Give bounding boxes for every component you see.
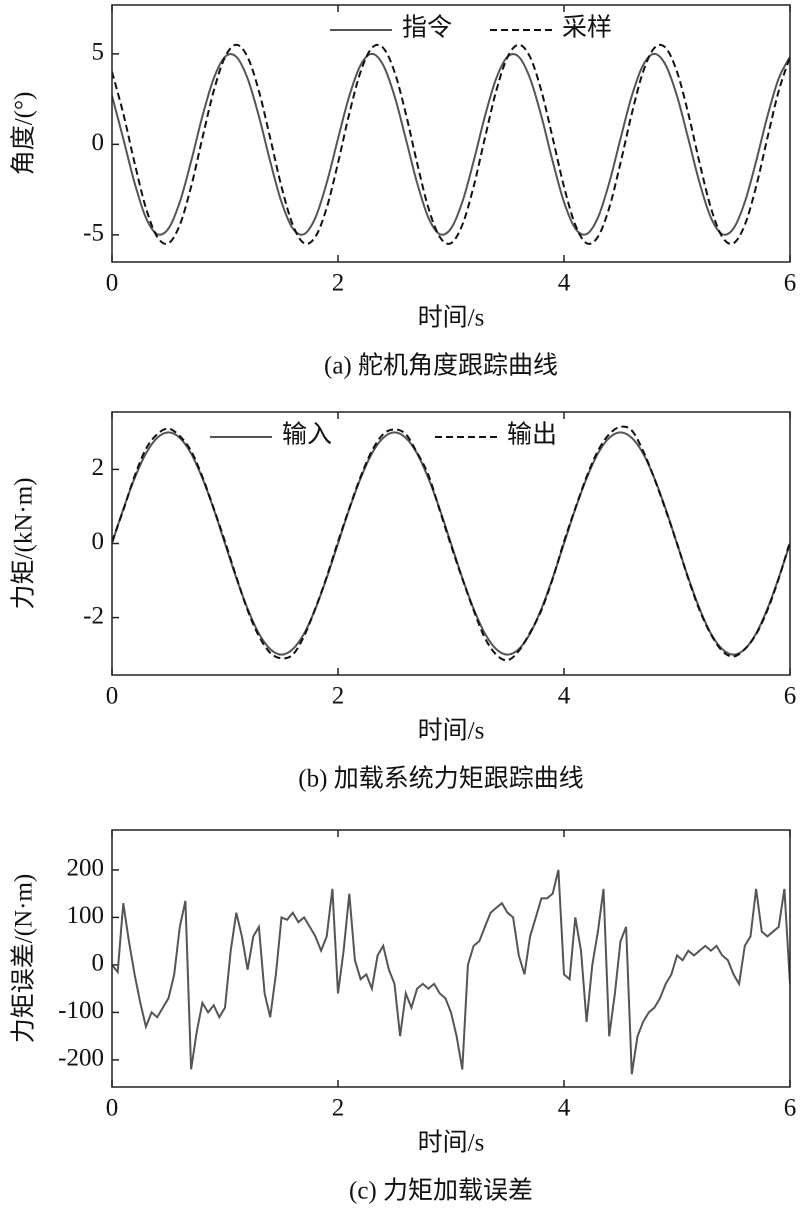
data-line [112, 52, 790, 236]
x-axis-label: 时间/s [418, 1129, 485, 1157]
x-tick-label: 0 [106, 683, 119, 710]
y-tick-label: -2 [83, 602, 104, 629]
x-tick-label: 2 [332, 270, 345, 297]
chart-caption: (c) 力矩加载误差 [349, 1177, 533, 1205]
y-tick-label: -100 [58, 997, 104, 1024]
y-tick-label: 5 [92, 39, 105, 66]
legend-label: 输出 [507, 421, 557, 449]
plot-frame [111, 4, 791, 263]
chart-caption: (b) 加载系统力矩跟踪曲线 [298, 765, 583, 793]
legend-label: 采样 [562, 14, 612, 42]
x-tick-label: 4 [558, 270, 571, 297]
y-tick-label: -5 [83, 220, 104, 247]
y-tick-label: 200 [67, 855, 105, 882]
x-axis-label: 时间/s [418, 717, 485, 745]
x-tick-label: 0 [106, 270, 119, 297]
y-axis-label: 力矩/(kN·m) [10, 478, 38, 610]
data-line [112, 869, 790, 1075]
y-tick-label: 0 [92, 528, 105, 555]
x-tick-label: 4 [558, 1095, 571, 1122]
legend-label: 指令 [402, 14, 452, 42]
x-tick-label: 2 [332, 1095, 345, 1122]
legend-label: 输入 [282, 421, 332, 449]
chart-caption: (a) 舵机角度跟踪曲线 [324, 352, 558, 380]
data-line [112, 43, 790, 245]
data-line [112, 425, 790, 662]
y-tick-label: 0 [92, 950, 105, 977]
y-tick-label: 2 [92, 454, 105, 481]
y-axis-label: 力矩误差/(N·m) [10, 874, 38, 1043]
plot-frame [111, 411, 791, 676]
y-tick-label: 100 [67, 902, 105, 929]
x-tick-label: 6 [784, 683, 797, 710]
y-axis-label: 角度/(°) [10, 92, 38, 176]
data-line [112, 431, 790, 656]
y-tick-label: 0 [92, 129, 105, 156]
x-tick-label: 6 [784, 1095, 797, 1122]
x-axis-label: 时间/s [418, 304, 485, 332]
x-tick-label: 4 [558, 683, 571, 710]
y-tick-label: -200 [58, 1045, 104, 1072]
x-tick-label: 6 [784, 270, 797, 297]
x-tick-label: 2 [332, 683, 345, 710]
x-tick-label: 0 [106, 1095, 119, 1122]
plot-frame [111, 829, 791, 1088]
